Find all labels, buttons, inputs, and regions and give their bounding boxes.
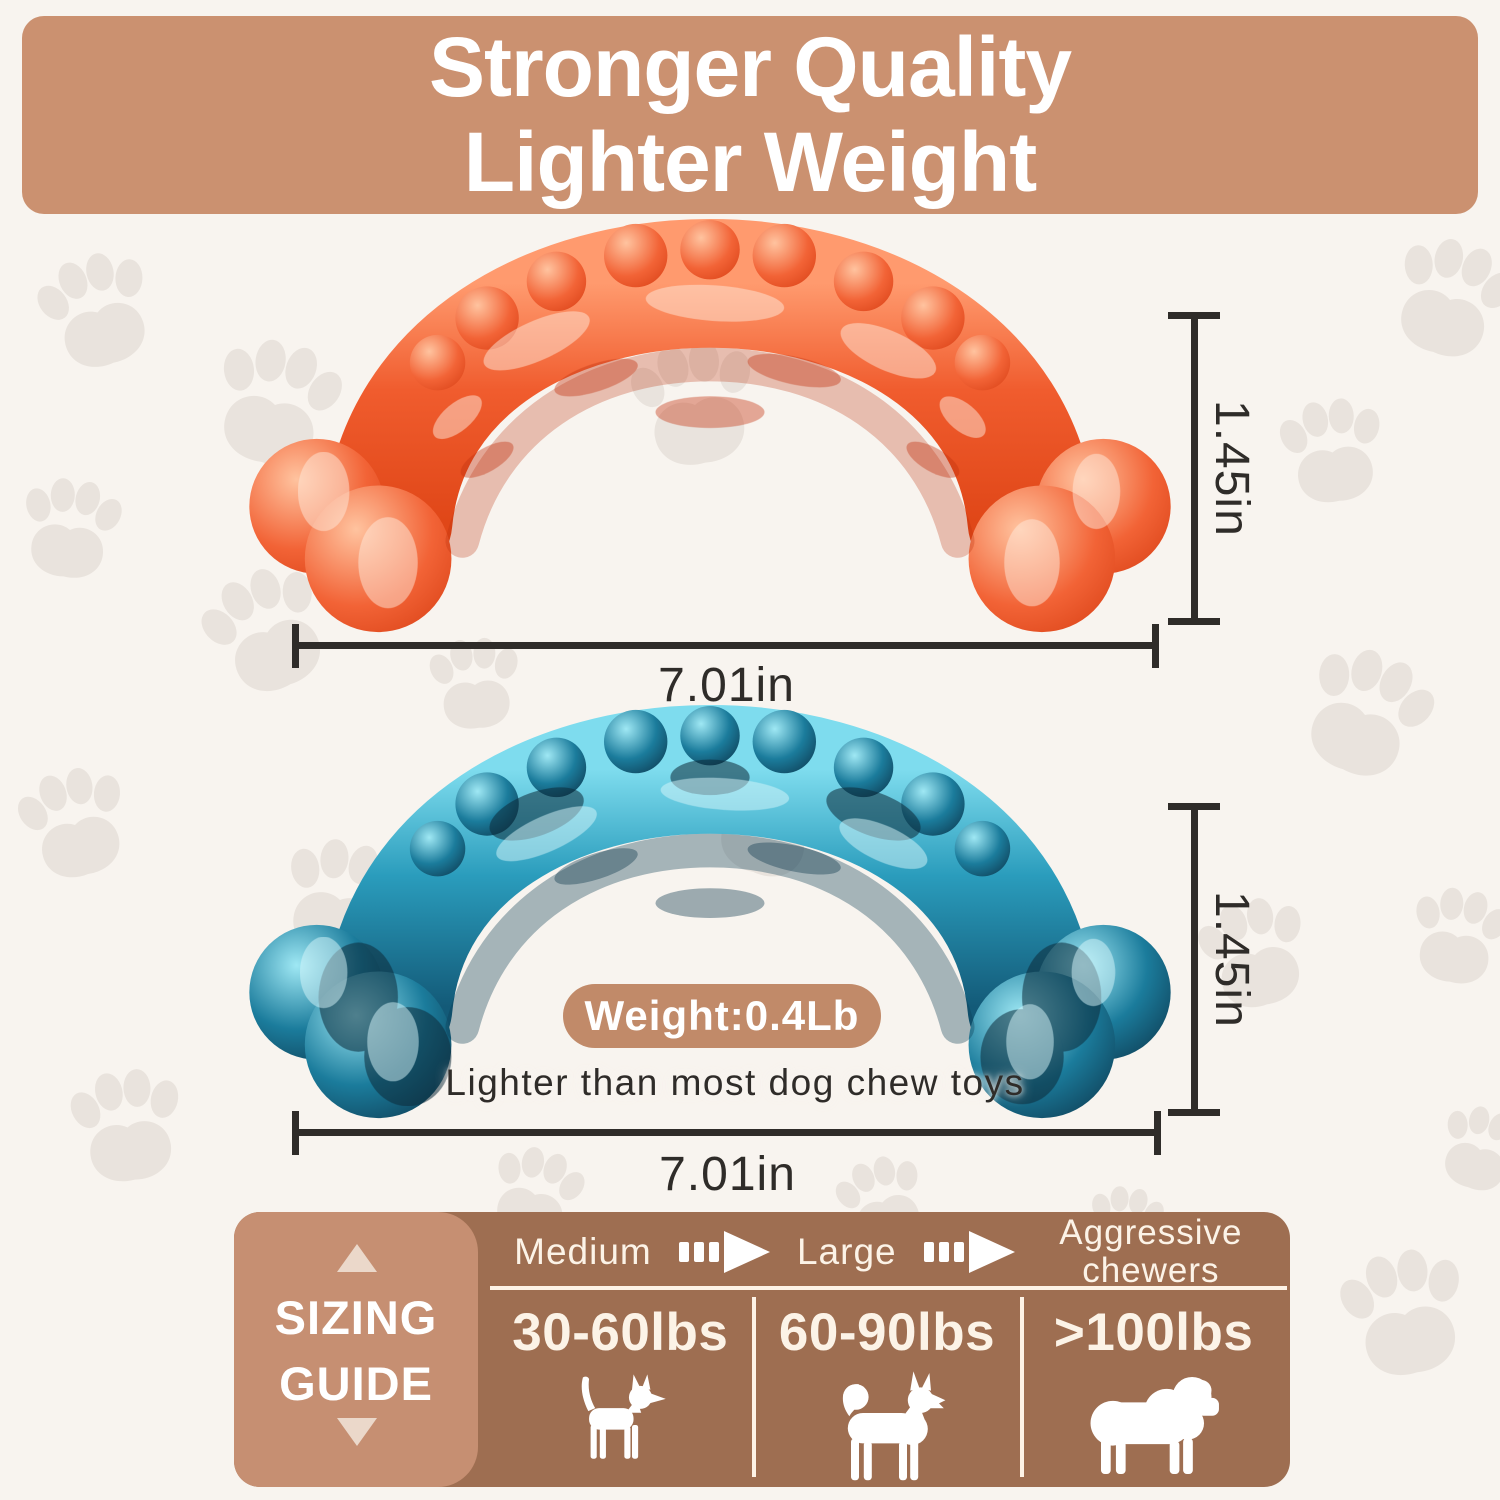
paw-print-icon — [1328, 1238, 1483, 1387]
dimension-line-horizontal — [295, 642, 1158, 649]
size-label-medium: Medium — [514, 1231, 652, 1272]
header-banner: Stronger Quality Lighter Weight — [22, 16, 1478, 214]
sizing-column-large: 60-90lbs — [754, 1296, 1021, 1486]
paw-print-icon — [61, 1061, 194, 1189]
sizing-guide-title-line-1: SIZING — [274, 1291, 438, 1344]
sizing-guide-columns: 30-60lbs 60-90lbs — [487, 1296, 1287, 1486]
sizing-column-medium: 30-60lbs — [487, 1296, 754, 1486]
paw-print-icon — [6, 756, 144, 889]
dimension-cap — [1168, 618, 1220, 625]
dimension-cap — [1154, 1111, 1161, 1155]
dimension-line-horizontal — [295, 1129, 1160, 1136]
dimension-cap — [1152, 624, 1159, 668]
weight-range-label: 30-60lbs — [512, 1303, 729, 1362]
weight-badge-label: Weight:0.4Lb — [584, 992, 860, 1039]
weight-badge: Weight:0.4Lb — [563, 984, 881, 1048]
dimension-cap — [1168, 1109, 1220, 1116]
dimension-line-vertical — [1191, 315, 1198, 622]
paw-print-icon — [1426, 1095, 1500, 1202]
medium-dog-icon — [842, 1371, 946, 1481]
arrow-right-icon — [923, 1231, 1015, 1273]
size-label-aggressive-chewers: Aggressive chewers — [1059, 1213, 1243, 1290]
orange-height-label: 1.45in — [1205, 400, 1258, 537]
orange-chew-toy-image — [249, 218, 1171, 633]
blue-chew-toy-image — [249, 704, 1171, 1119]
divider — [490, 1286, 1287, 1290]
paw-print-icon — [12, 471, 130, 585]
sizing-column-aggressive: >100lbs — [1020, 1296, 1287, 1486]
size-label-large: Large — [796, 1231, 897, 1272]
sizing-guide-title-line-2: GUIDE — [279, 1357, 433, 1410]
paw-print-icon — [1271, 391, 1395, 509]
orange-width-label: 7.01in — [658, 659, 795, 712]
arrow-right-icon — [678, 1231, 770, 1273]
triangle-up-icon — [337, 1244, 377, 1272]
headline-line-2: Lighter Weight — [463, 115, 1037, 209]
small-dog-icon — [581, 1374, 666, 1459]
headline-line-1: Stronger Quality — [428, 20, 1072, 115]
sizing-guide-header-row: Medium Large Aggressive chewers — [487, 1214, 1287, 1289]
blue-width-label: 7.01in — [659, 1148, 796, 1201]
dimension-line-vertical — [1191, 806, 1198, 1113]
divider — [752, 1297, 756, 1477]
large-dog-icon — [1090, 1376, 1219, 1475]
paw-print-icon — [24, 238, 171, 381]
weight-caption: Lighter than most dog chew toys — [445, 1062, 1025, 1103]
paw-print-icon — [1375, 224, 1500, 372]
paw-print-icon — [1282, 630, 1451, 795]
weight-range-label: 60-90lbs — [778, 1303, 996, 1362]
weight-range-label: >100lbs — [1053, 1303, 1254, 1362]
paw-print-icon — [1400, 880, 1500, 991]
blue-height-label: 1.45in — [1205, 891, 1258, 1028]
triangle-down-icon — [337, 1418, 377, 1446]
divider — [1020, 1297, 1024, 1477]
